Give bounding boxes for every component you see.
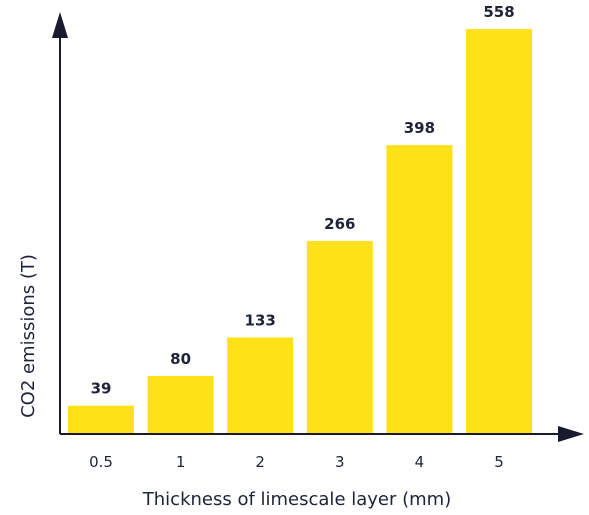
bar-value-label: 266 [324,215,355,233]
value-labels-group: 39 80 133 266 398 558 [91,3,515,398]
x-tick-label: 1 [176,453,186,471]
bar-value-label: 39 [91,380,112,398]
bar-value-label: 133 [245,312,276,330]
bar-3 [306,240,373,434]
bar-2 [227,337,294,434]
x-axis-arrowhead [558,426,584,442]
bar-0.5 [68,405,134,434]
bars-group [68,29,532,434]
x-tick-label: 4 [415,453,425,471]
y-axis-title: CO2 emissions (T) [18,254,39,418]
bar-5 [466,29,532,434]
bar-value-label: 558 [483,3,514,21]
bar-4 [386,145,453,434]
x-tick-label: 0.5 [89,453,113,471]
x-tick-labels-group: 0.5 1 2 3 4 5 [89,453,504,471]
x-tick-label: 3 [335,453,345,471]
bar-value-label: 80 [170,350,191,368]
x-tick-label: 5 [494,453,504,471]
bar-1 [147,375,214,434]
x-tick-label: 2 [255,453,265,471]
y-axis-arrowhead [52,12,68,38]
bar-value-label: 398 [404,119,435,137]
x-axis-title: Thickness of limescale layer (mm) [142,489,451,510]
